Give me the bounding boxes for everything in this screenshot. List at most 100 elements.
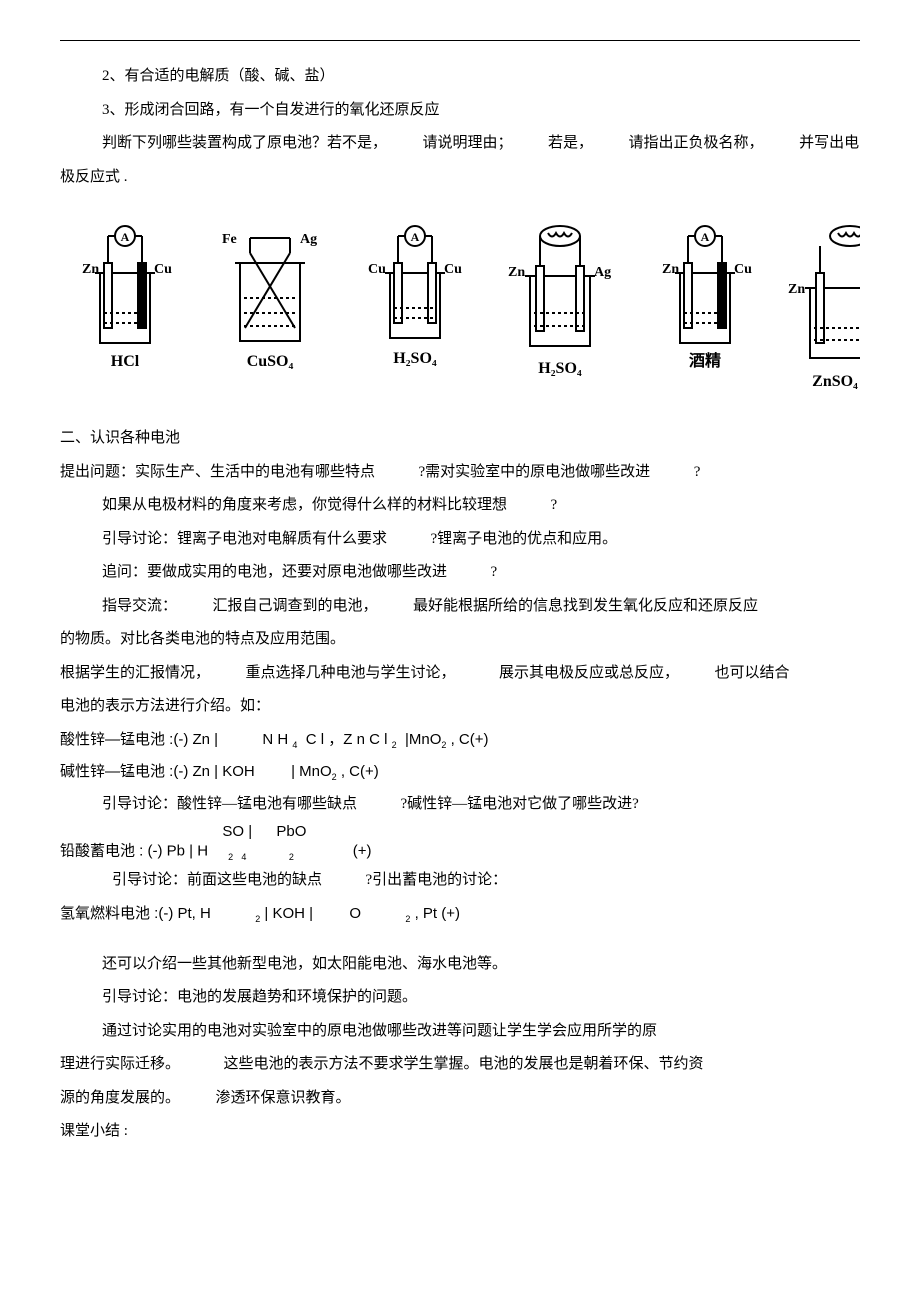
diagram-cell-4: Zn Ag H₂SO₄	[490, 218, 630, 378]
text: , C(+)	[451, 731, 489, 748]
text-line: 追问：要做成实用的电池，还要对原电池做哪些改进 ?	[60, 557, 860, 589]
text: O	[349, 905, 361, 922]
text: 请指出正负极名称，	[629, 135, 764, 151]
text: ?	[694, 464, 701, 480]
subscript: 2	[228, 852, 233, 862]
text-line: 如果从电极材料的角度来考虑，你觉得什么样的材料比较理想 ?	[60, 490, 860, 522]
diagram-cell-1: A Zn Cu HCl	[60, 218, 190, 373]
svg-text:CuSO₄: CuSO₄	[247, 353, 294, 370]
text: ?	[551, 497, 558, 513]
text: 汇报自己调查到的电池，	[213, 598, 378, 614]
text-line: 课堂小结 :	[60, 1116, 860, 1148]
text: | MnO	[291, 763, 332, 780]
text: 引导讨论：酸性锌—锰电池有哪些缺点	[102, 796, 357, 812]
subscript: 2	[392, 740, 397, 750]
text: 引导讨论：前面这些电池的缺点	[112, 872, 322, 888]
diagram-cell-3: A Cu Cu H₂SO₄	[350, 218, 480, 373]
text: 重点选择几种电池与学生讨论，	[246, 665, 456, 681]
text: 请说明理由；	[423, 135, 513, 151]
svg-text:Ag: Ag	[594, 265, 611, 280]
svg-text:A: A	[701, 230, 710, 244]
text: 追问：要做成实用的电池，还要对原电池做哪些改进	[102, 564, 447, 580]
svg-text:Cu: Cu	[734, 262, 752, 277]
text-line: 极反应式 .	[60, 162, 860, 194]
svg-text:Cu: Cu	[154, 262, 172, 277]
text: , C(+)	[337, 763, 379, 780]
diagram-cell-5: A Zn Cu 酒精	[640, 218, 770, 373]
text: N H	[262, 731, 288, 748]
text: 渗透环保意识教育。	[216, 1090, 351, 1106]
svg-text:HCl: HCl	[111, 353, 140, 370]
text: 碱性锌—锰电池 :(-) Zn | KOH	[60, 763, 255, 780]
text: | KOH |	[264, 905, 313, 922]
text: 酸性锌—锰电池 :(-) Zn |	[60, 731, 218, 748]
text: ?碱性锌—锰电池对它做了哪些改进?	[401, 796, 639, 812]
formula-line: 铅酸蓄电池 : (-) Pb | H SO | 2 4 PbO 2 (+)	[60, 822, 860, 863]
text: 如果从电极材料的角度来考虑，你觉得什么样的材料比较理想	[102, 497, 507, 513]
text: C l ，Z n C l	[306, 731, 388, 748]
text: (+)	[353, 843, 372, 860]
svg-text:Zn: Zn	[788, 282, 805, 297]
text: 判断下列哪些装置构成了原电池？若不是，	[102, 135, 387, 151]
text-line: 电池的表示方法进行介绍。如：	[60, 691, 860, 723]
text-line: 引导讨论：前面这些电池的缺点 ?引出蓄电池的讨论：	[60, 865, 860, 897]
text: 提出问题：实际生产、生活中的电池有哪些特点	[60, 464, 375, 480]
subscript: 2	[405, 914, 410, 924]
svg-text:A: A	[121, 230, 130, 244]
text: |MnO	[405, 731, 441, 748]
subscript: 4	[241, 852, 246, 862]
svg-text:A: A	[411, 230, 420, 244]
text-line: 引导讨论：电池的发展趋势和环境保护的问题。	[60, 982, 860, 1014]
text: 铅酸蓄电池 : (-) Pb | H	[60, 843, 208, 860]
text: ?锂离子电池的优点和应用。	[431, 531, 618, 547]
text: 最好能根据所给的信息找到发生氧化反应和还原反应	[413, 598, 758, 614]
text: SO |	[222, 823, 252, 840]
text-line: 还可以介绍一些其他新型电池，如太阳能电池、海水电池等。	[60, 949, 860, 981]
text-line: 引导讨论：锂离子电池对电解质有什么要求 ?锂离子电池的优点和应用。	[60, 524, 860, 556]
subscript: 4	[292, 740, 297, 750]
text-line: 引导讨论：酸性锌—锰电池有哪些缺点 ?碱性锌—锰电池对它做了哪些改进?	[60, 789, 860, 821]
svg-text:H₂SO₄: H₂SO₄	[538, 360, 582, 377]
text: , Pt (+)	[415, 905, 460, 922]
text: 也可以结合	[715, 665, 790, 681]
svg-text:Zn: Zn	[508, 265, 525, 280]
text: ?	[491, 564, 498, 580]
text-line: 根据学生的汇报情况， 重点选择几种电池与学生讨论， 展示其电极反应或总反应， 也…	[60, 658, 860, 690]
formula-line: 碱性锌—锰电池 :(-) Zn | KOH | MnO2 , C(+)	[60, 757, 860, 787]
text: 理进行实际迁移。	[60, 1056, 180, 1072]
text: 并写出电	[799, 135, 859, 151]
diagrams-container: A Zn Cu HCl Fe Ag CuSO₄	[60, 218, 860, 393]
text-line: 判断下列哪些装置构成了原电池？若不是， 请说明理由； 若是， 请指出正负极名称，…	[60, 128, 860, 160]
text: 源的角度发展的。	[60, 1090, 180, 1106]
diagram-cell-6: Zn ZnSO₄ C	[780, 218, 860, 393]
text-line: 2、有合适的电解质（酸、碱、盐）	[60, 61, 860, 93]
svg-text:Cu: Cu	[444, 262, 462, 277]
text-line: 源的角度发展的。 渗透环保意识教育。	[60, 1083, 860, 1115]
formula-line: 氢氧燃料电池 :(-) Pt, H 2 | KOH | O 2 , Pt (+)	[60, 899, 860, 929]
text: 展示其电极反应或总反应，	[499, 665, 679, 681]
svg-text:H₂SO₄: H₂SO₄	[393, 350, 437, 367]
text: 引导讨论：锂离子电池对电解质有什么要求	[102, 531, 387, 547]
svg-text:Ag: Ag	[300, 232, 317, 247]
text: 氢氧燃料电池 :(-) Pt, H	[60, 905, 211, 922]
svg-text:Cu: Cu	[368, 262, 386, 277]
text: 指导交流：	[102, 598, 177, 614]
svg-text:Fe: Fe	[222, 232, 237, 247]
formula-line: 酸性锌—锰电池 :(-) Zn | N H 4 C l ，Z n C l 2 |…	[60, 725, 860, 755]
text: 根据学生的汇报情况，	[60, 665, 210, 681]
svg-text:ZnSO₄: ZnSO₄	[812, 373, 858, 390]
text: ?需对实验室中的原电池做哪些改进	[419, 464, 651, 480]
text-line: 通过讨论实用的电池对实验室中的原电池做哪些改进等问题让学生学会应用所学的原	[60, 1016, 860, 1048]
subscript: 2	[255, 914, 260, 924]
header-rule	[60, 40, 860, 41]
section-title: 二、认识各种电池	[60, 423, 860, 455]
text: 这些电池的表示方法不要求学生掌握。电池的发展也是朝着环保、节约资	[224, 1056, 704, 1072]
text: 若是，	[548, 135, 593, 151]
text-line: 理进行实际迁移。 这些电池的表示方法不要求学生掌握。电池的发展也是朝着环保、节约…	[60, 1049, 860, 1081]
text: PbO	[276, 823, 306, 840]
text-line: 3、形成闭合回路，有一个自发进行的氧化还原反应	[60, 95, 860, 127]
diagram-cell-2: Fe Ag CuSO₄	[200, 218, 340, 373]
text: ?引出蓄电池的讨论：	[366, 872, 508, 888]
text-line: 的物质。对比各类电池的特点及应用范围。	[60, 624, 860, 656]
subscript: 2	[441, 740, 446, 750]
